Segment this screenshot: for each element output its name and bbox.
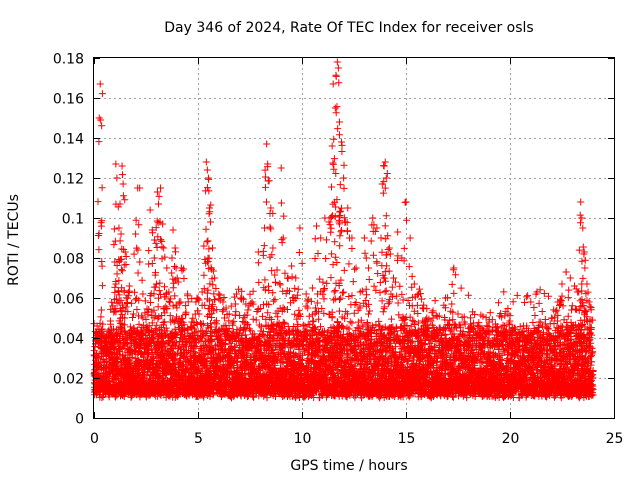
data-point <box>153 321 161 329</box>
data-point <box>105 393 113 401</box>
data-point <box>114 354 122 362</box>
data-point <box>131 347 139 355</box>
data-point <box>105 369 113 377</box>
data-point <box>189 348 197 355</box>
data-point <box>172 355 180 363</box>
data-point <box>121 321 129 329</box>
data-point <box>159 338 167 346</box>
data-points <box>90 58 597 402</box>
data-point <box>211 318 219 326</box>
data-point <box>126 346 134 354</box>
data-point <box>127 364 135 372</box>
data-point <box>147 345 155 353</box>
data-point <box>120 393 128 401</box>
data-point <box>145 350 153 358</box>
data-point <box>192 328 200 336</box>
data-point <box>191 335 199 343</box>
data-point <box>112 359 120 367</box>
data-point <box>162 324 170 332</box>
data-point <box>172 329 180 337</box>
data-point <box>187 364 195 372</box>
data-point <box>93 353 101 361</box>
data-point <box>245 325 253 333</box>
data-point <box>167 345 175 353</box>
data-point <box>146 339 154 347</box>
data-point <box>111 393 119 401</box>
